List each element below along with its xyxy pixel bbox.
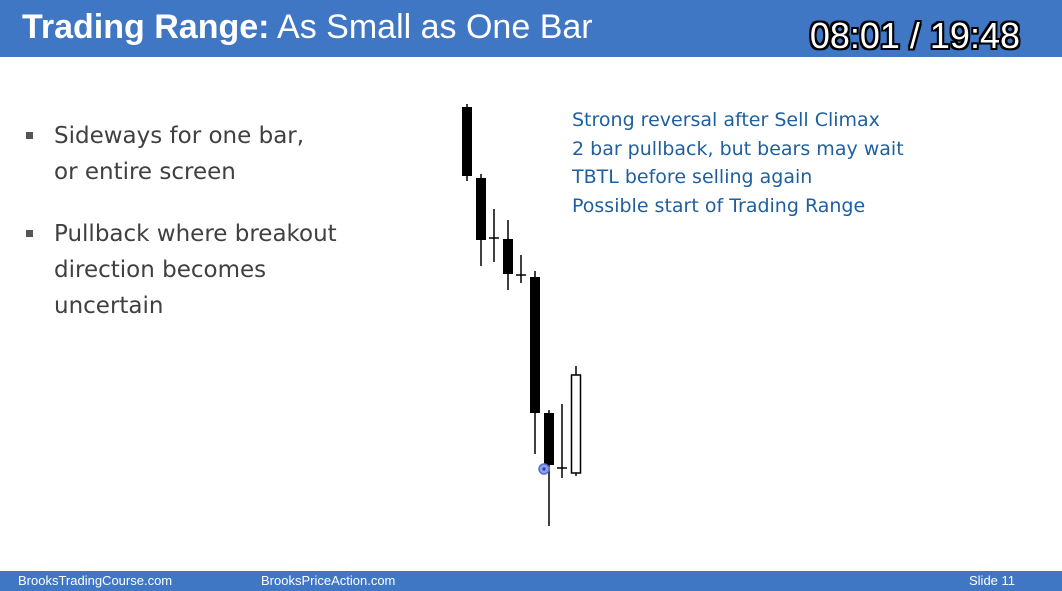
footer-center-site: BrooksPriceAction.com xyxy=(261,573,396,588)
candlestick-bar xyxy=(530,271,540,454)
cursor-icon xyxy=(538,463,550,475)
slide-number: Slide 11 xyxy=(969,573,1016,588)
chart-notes: Strong reversal after Sell Climax 2 bar … xyxy=(572,106,904,220)
candlestick-bar xyxy=(503,220,513,290)
slide-footer: BrooksTradingCourse.com BrooksPriceActio… xyxy=(0,571,1062,591)
bullet-square-icon xyxy=(26,230,33,237)
candlestick-bar xyxy=(570,366,582,476)
bullet-line: Pullback where breakout xyxy=(54,221,337,247)
candlestick-bar xyxy=(489,209,499,262)
bullet-line: Sideways for one bar, xyxy=(54,123,305,149)
candlestick-bar xyxy=(462,104,472,181)
slide-title: Trading Range: As Small as One Bar xyxy=(22,6,593,48)
slide-header: Trading Range: As Small as One Bar 08:01… xyxy=(0,0,1062,57)
note-line: TBTL before selling again xyxy=(572,166,813,188)
bullet-line: uncertain xyxy=(54,293,164,319)
bullet-item: Pullback where breakout direction become… xyxy=(22,216,402,324)
video-timestamp: 08:01 / 19:48 xyxy=(809,15,1020,56)
note-line: 2 bar pullback, but bears may wait xyxy=(572,137,904,160)
slide-title-rest: As Small as One Bar xyxy=(269,8,593,46)
bullet-list: Sideways for one bar, or entire screen P… xyxy=(22,118,402,350)
bullet-line: direction becomes xyxy=(54,257,267,283)
candlestick-bar xyxy=(516,255,526,283)
bullet-item: Sideways for one bar, or entire screen xyxy=(22,118,402,190)
note-line: Strong reversal after Sell Climax xyxy=(572,109,880,131)
candlestick-bar xyxy=(557,404,567,478)
slide-title-bold: Trading Range: xyxy=(22,8,270,46)
note-line: Possible start of Trading Range xyxy=(572,194,866,217)
candlestick-bar xyxy=(476,174,486,266)
bullet-line: or entire screen xyxy=(54,159,236,185)
footer-left-site: BrooksTradingCourse.com xyxy=(18,573,173,588)
bullet-square-icon xyxy=(26,132,33,139)
